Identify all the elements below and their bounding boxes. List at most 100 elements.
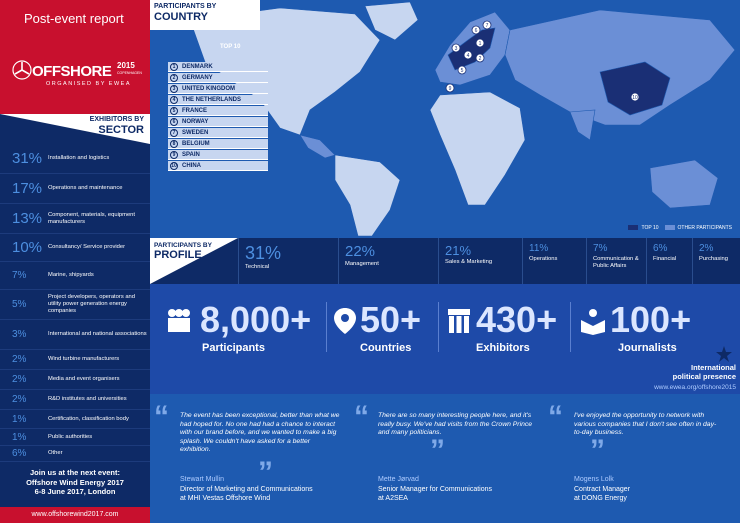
sector-row: 5% Project developers, operators and util…: [0, 290, 150, 320]
stat-countries-number: 50+: [360, 299, 422, 340]
sector-label: Installation and logistics: [48, 155, 110, 161]
country-name: FRANCE: [182, 107, 207, 114]
logo-organiser: ORGANISED BY EWEA: [46, 81, 131, 87]
country-row: 10 CHINA: [168, 161, 268, 171]
world-map-panel: 7 6 1 3 4 2 5 9 10 PARTICIPANTS BY COUNTRY TOP 1…: [150, 0, 740, 238]
sector-label: International and national associations: [48, 331, 147, 337]
stat-exhibitors: 430+ Exhibitors: [476, 302, 557, 355]
sector-label: Operations and maintenance: [48, 185, 123, 191]
map-marker-label: 2: [479, 56, 482, 62]
quote-3-name: Mogens Lolk: [574, 476, 614, 483]
sector-label: Public authorities: [48, 433, 93, 440]
country-row: 3 UNITED KINGDOM: [168, 84, 268, 94]
legend-top10: TOP 10: [628, 225, 659, 231]
country-row: 4 THE NETHERLANDS: [168, 95, 268, 105]
star-icon: [716, 346, 732, 362]
sector-label: R&D institutes and universities: [48, 396, 127, 402]
map-africa: [429, 91, 526, 206]
world-map: 7 6 1 3 4 2 5 9 10: [189, 1, 736, 237]
wind-turbine-logo-icon: [12, 60, 32, 80]
quote-open-icon: “: [354, 400, 369, 433]
sector-pct: 3%: [12, 329, 27, 340]
sector-pct: 13%: [12, 210, 43, 227]
sector-heading: EXHIBITORS BY SECTOR: [0, 114, 150, 144]
quotes-section: “ The event has been exceptional, better…: [150, 394, 740, 523]
quote-1-name: Stewart Mullin: [180, 476, 224, 483]
country-name: SPAIN: [182, 151, 200, 158]
quote-open-icon: “: [548, 400, 563, 433]
stat-exhibitors-label: Exhibitors: [476, 342, 530, 354]
next-event-box: Join us at the next event: Offshore Wind…: [0, 462, 150, 507]
profile-label: Technical: [245, 264, 270, 270]
profile-label: Financial: [653, 256, 677, 262]
sector-pct: 7%: [12, 270, 27, 281]
quote-3: “ I've enjoyed the opportunity to networ…: [544, 394, 740, 523]
key-stats: 8,000+ Participants 50+ Countries 430+ E…: [150, 284, 740, 394]
country-row: 6 NORWAY: [168, 117, 268, 127]
stat-participants-label: Participants: [202, 342, 265, 354]
stat-countries-label: Countries: [360, 342, 412, 354]
stat-journalists: 100+ Journalists: [610, 302, 691, 355]
sector-row: 1% Certification, classification body: [0, 410, 150, 429]
country-rank: 2: [170, 73, 178, 82]
profile-cell: 22% Management: [338, 238, 438, 284]
profile-label: Operations: [529, 256, 558, 262]
sector-label: Consultancy/ Service provider: [48, 244, 126, 250]
map-marker-label: 7: [486, 23, 489, 29]
report-title: Post-event report: [0, 0, 150, 36]
quote-3-text: I've enjoyed the opportunity to network …: [574, 412, 717, 436]
profile-label: Sales & Marketing: [445, 259, 493, 265]
map-marker-label: 4: [467, 53, 470, 59]
quote-2: “ There are so many interesting people h…: [350, 394, 540, 523]
country-name: SWEDEN: [182, 129, 209, 136]
profile-pct: 7%: [593, 243, 608, 254]
country-name: BELGIUM: [182, 140, 210, 147]
sector-heading-big: SECTOR: [98, 124, 144, 136]
country-name: CHINA: [182, 162, 201, 169]
country-rank: 3: [170, 84, 178, 93]
quote-1: “ The event has been exceptional, better…: [150, 394, 346, 523]
map-legend: TOP 10 OTHER PARTICIPANTS: [628, 225, 732, 231]
profile-cell: 21% Sales & Marketing: [438, 238, 522, 284]
quote-2-role2: at A2SEA: [378, 495, 408, 502]
country-heading-big: COUNTRY: [154, 11, 208, 23]
country-rank: 7: [170, 128, 178, 137]
logo-year: 2015: [117, 61, 135, 70]
sector-row: 1% Public authorities: [0, 429, 150, 446]
profile-pct: 6%: [653, 243, 668, 254]
sector-row: 2% Media and event organisers: [0, 370, 150, 390]
sector-label: Component, materials, equipment manufact…: [48, 211, 135, 225]
country-row: 8 BELGIUM: [168, 139, 268, 149]
location-pin-icon: [334, 308, 356, 334]
profile-label: Communication & Public Affairs: [593, 256, 639, 269]
next-event-line2: Offshore Wind Energy 2017: [26, 477, 124, 487]
quote-1-text: The event has been exceptional, better t…: [180, 412, 340, 453]
country-name: THE NETHERLANDS: [182, 96, 242, 103]
quote-2-name: Mette Jørvad: [378, 476, 419, 483]
stat-participants: 8,000+ Participants: [200, 302, 311, 355]
people-icon: [168, 309, 190, 332]
profile-heading: PARTICIPANTS BY PROFILE: [150, 238, 238, 284]
sector-pct: 17%: [12, 180, 43, 197]
booth-icon: [448, 309, 470, 333]
sector-row: 7% Marine, shipyards: [0, 262, 150, 290]
sector-label: Project developers, operators and utilit…: [48, 294, 136, 314]
country-heading-small: PARTICIPANTS BY: [154, 3, 217, 10]
quote-3-role1: Contract Manager: [574, 486, 631, 493]
logo-word: OFFSHORE: [32, 63, 112, 80]
map-south-america: [334, 154, 401, 237]
sector-row: 17% Operations and maintenance: [0, 174, 150, 204]
country-name: UNITED KINGDOM: [182, 85, 235, 92]
country-rank: 8: [170, 139, 178, 148]
international-url[interactable]: www.ewea.org/offshore2015: [654, 384, 736, 391]
profile-pct: 22%: [345, 243, 376, 260]
sector-pct: 10%: [12, 239, 43, 256]
profile-cell: 7% Communication & Public Affairs: [586, 238, 646, 284]
next-event-url[interactable]: www.offshorewind2017.com: [0, 507, 150, 523]
next-event-line3: 6-8 June 2017, London: [34, 487, 116, 496]
quote-2-role1: Senior Manager for Communications: [378, 486, 492, 493]
sector-row: 31% Installation and logistics: [0, 144, 150, 174]
profile-heading-big: PROFILE: [154, 249, 202, 261]
map-marker-label: 10: [632, 95, 638, 101]
